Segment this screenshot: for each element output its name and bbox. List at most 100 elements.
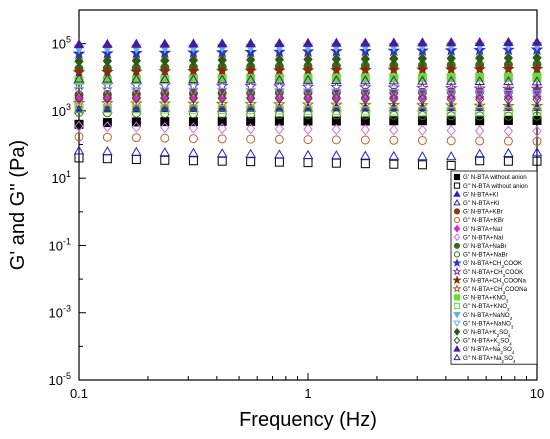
data-point: [158, 97, 172, 110]
data-point: [417, 135, 427, 145]
data-point: [446, 106, 456, 116]
legend-marker: [452, 258, 462, 267]
data-point: [274, 54, 285, 66]
data-point: [360, 93, 370, 105]
data-point: [73, 86, 85, 97]
data-point: [74, 132, 84, 142]
data-point: [160, 121, 170, 134]
data-point: [331, 150, 342, 160]
data-point: [274, 92, 285, 104]
data-point: [388, 75, 400, 85]
data-point: [389, 106, 399, 116]
legend-label: G' N-BTA without anion: [463, 174, 527, 181]
data-point: [102, 92, 113, 104]
data-point: [302, 149, 314, 159]
legend-marker: [453, 198, 461, 206]
data-point: [446, 136, 456, 146]
data-point: [388, 37, 400, 47]
data-point: [417, 73, 427, 83]
data-point: [475, 116, 485, 126]
x-tick-label: 1: [304, 386, 311, 401]
legend-label: G' N-BTA+CH3COONa: [463, 277, 526, 286]
data-point: [131, 73, 142, 83]
series-13: [72, 62, 544, 78]
data-point: [188, 104, 198, 114]
data-point: [274, 116, 284, 126]
data-point: [417, 124, 428, 136]
data-point: [417, 106, 427, 116]
legend-marker: [453, 336, 461, 345]
data-point: [73, 145, 85, 155]
data-point: [102, 154, 112, 164]
series-18: [73, 86, 543, 100]
x-axis-title: Frequency (Hz): [239, 409, 377, 431]
legend-marker: [453, 182, 461, 189]
data-point: [417, 52, 428, 65]
x-axis: 0.1 1 10: [70, 373, 544, 401]
data-point: [532, 125, 542, 137]
data-point: [188, 122, 199, 134]
data-point: [246, 109, 256, 119]
data-point: [531, 36, 543, 46]
legend-label: G'' N-BTA+KBr: [463, 217, 504, 224]
data-point: [216, 87, 228, 97]
y-tick-label: 10-1: [49, 236, 71, 253]
legend-marker: [453, 302, 461, 310]
legend-marker: [453, 353, 461, 361]
data-point: [246, 157, 256, 167]
legend-label: G'' N-BTA without anion: [463, 183, 528, 190]
data-point: [73, 73, 85, 83]
data-point: [445, 37, 457, 47]
data-point: [102, 103, 112, 113]
data-point: [417, 93, 428, 105]
data-point: [502, 99, 515, 112]
data-point: [331, 73, 341, 83]
data-point: [216, 38, 228, 48]
data-point: [503, 89, 514, 100]
data-point: [188, 134, 198, 144]
data-point: [302, 74, 314, 84]
data-point: [102, 146, 113, 156]
data-point: [244, 64, 257, 77]
legend-label: G'' N-BTA+NaNO3: [463, 320, 514, 329]
data-point: [131, 38, 142, 48]
data-point: [417, 160, 427, 170]
data-point: [474, 36, 485, 47]
series-4: [73, 145, 543, 161]
data-point: [503, 136, 513, 146]
data-point: [531, 90, 543, 100]
y-tick-label: 105: [52, 35, 71, 52]
data-point: [331, 53, 342, 65]
legend-label: G'' N-BTA+K2SO4: [463, 338, 512, 347]
data-point: [188, 156, 198, 166]
data-point: [246, 54, 256, 66]
legend-box: [450, 170, 538, 365]
data-point: [303, 123, 313, 135]
data-point: [360, 73, 370, 83]
data-point: [475, 107, 485, 117]
data-point: [359, 63, 372, 76]
data-point: [503, 147, 514, 157]
data-point: [131, 154, 141, 164]
data-point: [389, 53, 399, 65]
data-point: [245, 74, 256, 84]
legend-label: G'' N-BTA+KI: [463, 200, 500, 207]
data-point: [388, 89, 400, 99]
data-point: [303, 53, 313, 65]
data-point: [303, 92, 313, 105]
data-point: [160, 92, 170, 104]
data-point: [274, 73, 284, 83]
legend-marker: [453, 233, 461, 242]
data-point: [274, 134, 284, 144]
data-point: [503, 156, 513, 166]
data-point: [360, 53, 370, 65]
data-point: [216, 74, 228, 84]
data-point: [74, 103, 84, 113]
legend-label: G'' N-BTA+NaBr: [463, 252, 508, 259]
data-point: [158, 64, 172, 77]
data-point: [475, 125, 485, 137]
data-point: [246, 134, 256, 144]
data-point: [131, 121, 141, 133]
data-point: [102, 75, 112, 85]
legend-marker: [453, 242, 461, 249]
